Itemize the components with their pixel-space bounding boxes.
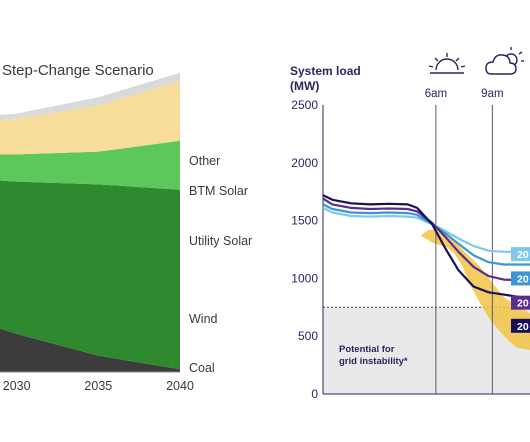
sun-rising-icon — [428, 53, 466, 74]
area-other — [0, 72, 180, 121]
y-tick-label: 1000 — [291, 271, 318, 285]
series-label-box — [511, 295, 530, 310]
x-axis-ticks: 2030 2035 2040 — [3, 379, 194, 393]
y-tick-label: 500 — [298, 329, 318, 343]
legend-label-btm-solar: BTM Solar — [189, 184, 248, 198]
series-label-text: 20 — [517, 249, 529, 261]
cloud-sun-icon — [485, 47, 524, 75]
area-utility-solar — [0, 140, 180, 190]
series-label-text: 20 — [517, 273, 529, 285]
series-label-text: 20 — [517, 321, 529, 333]
y-tick-label: 2500 — [291, 98, 318, 112]
series-label-box — [511, 247, 530, 262]
legend-label-wind: Wind — [189, 312, 218, 326]
series-label-box — [511, 318, 530, 333]
legend-label-utility-solar: Utility Solar — [189, 234, 252, 248]
series-label-box — [511, 271, 530, 286]
series-labels: 20 20 20 20 — [511, 247, 530, 333]
x-tick-label: 2035 — [84, 379, 112, 393]
time-markers: 6am 9am — [425, 88, 504, 394]
threshold-label: Potential for grid instability* — [339, 344, 408, 367]
x-tick-label: 2030 — [3, 379, 31, 393]
load-line — [322, 206, 530, 253]
area-coal — [0, 328, 180, 372]
area-wind — [0, 180, 180, 370]
series-label-text: 20 — [517, 298, 529, 310]
legend: Coal Wind Utility Solar BTM Solar Other — [189, 154, 252, 375]
y-tick-label: 2000 — [291, 156, 318, 170]
y-axis-label: System load (MW) — [290, 64, 364, 93]
load-lines — [322, 194, 530, 300]
chart-title: Step-Change Scenario — [2, 62, 154, 79]
marker-label: 6am — [425, 88, 447, 100]
legend-label-other: Other — [189, 154, 220, 168]
y-axis-label-line-1: System load — [290, 64, 361, 78]
y-tick-label: 1500 — [291, 214, 318, 228]
axes: 0 500 1000 1500 2000 2500 — [291, 98, 530, 401]
stacked-areas — [0, 72, 180, 373]
threshold-label-line: grid instability* — [339, 356, 408, 367]
step-change-area-chart: Step-Change Scenario Coal Wind Utility Sol… — [0, 62, 252, 393]
y-tick-label: 0 — [311, 387, 318, 401]
uncertainty-band — [420, 229, 530, 351]
area-btm-solar — [0, 80, 180, 155]
load-line — [322, 197, 530, 282]
load-line — [322, 194, 530, 300]
x-tick-label: 2040 — [166, 379, 194, 393]
band-shape — [420, 229, 530, 351]
threshold-label-line: Potential for — [339, 344, 395, 355]
system-load-chart: System load (MW) Potential for grid insta… — [290, 47, 530, 401]
marker-label: 9am — [481, 88, 503, 100]
legend-label-coal: Coal — [189, 361, 215, 375]
y-axis-label-line-2: (MW) — [290, 79, 319, 93]
